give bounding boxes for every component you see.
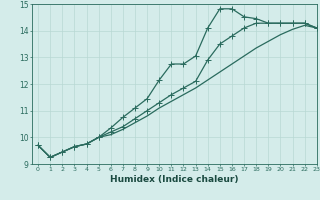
X-axis label: Humidex (Indice chaleur): Humidex (Indice chaleur) (110, 175, 239, 184)
